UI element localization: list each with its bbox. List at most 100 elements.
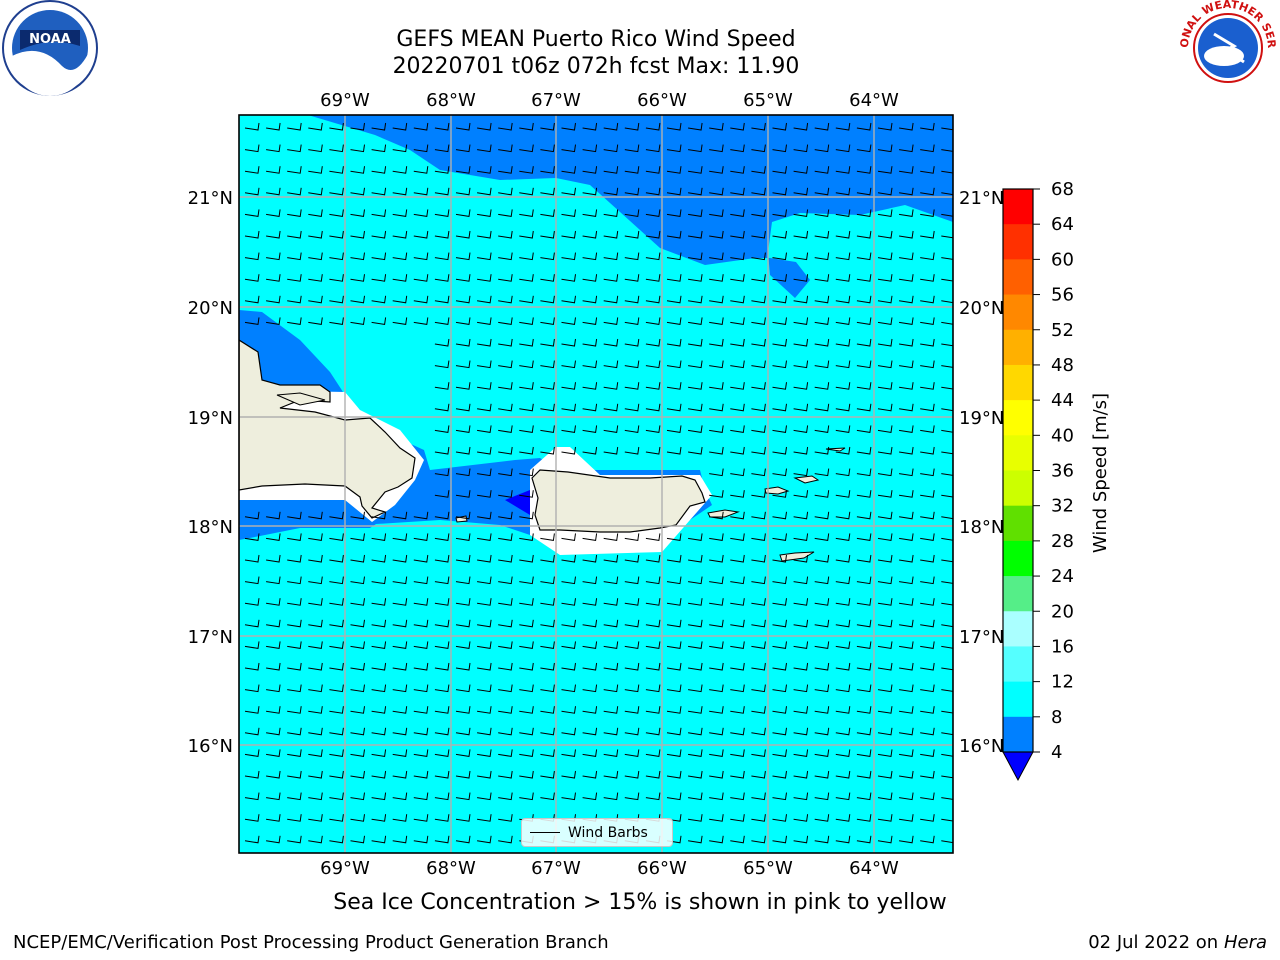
wind-barb (941, 127, 953, 131)
wind-barb (793, 468, 809, 477)
wind-barb (941, 667, 953, 671)
wind-barb (666, 641, 682, 649)
wind-barb (877, 425, 893, 433)
wind-barb (877, 554, 893, 563)
wind-barb (941, 429, 953, 433)
lon-label-65w-bottom: 65°W (743, 858, 793, 879)
wind-barb (666, 338, 682, 347)
wind-barb (244, 770, 260, 779)
wind-barb (498, 144, 513, 153)
wind-barb (561, 144, 576, 153)
wind-barb (751, 490, 766, 498)
wind-barb (751, 576, 766, 585)
wind-barb (751, 619, 766, 628)
wind-barb (603, 252, 619, 261)
wind-barb (392, 576, 408, 585)
wind-barb (371, 252, 387, 261)
wind-barb (751, 338, 766, 347)
wind-barb (877, 576, 893, 585)
wind-barb (772, 468, 787, 477)
lat-label-21n: 21°N (188, 188, 233, 209)
wind-barb (751, 360, 766, 369)
wind-barb (793, 338, 809, 347)
wind-barb (561, 382, 576, 390)
wind-barb (413, 770, 429, 779)
wind-barb (329, 749, 344, 757)
wind-barb (856, 662, 872, 671)
wind-barb (835, 619, 851, 628)
wind-barb (498, 727, 513, 736)
wind-barb (835, 533, 851, 541)
wind-barb (561, 576, 576, 585)
wind-barb (477, 360, 492, 369)
wind-barb (624, 122, 640, 131)
wind-barb (329, 814, 344, 822)
wind-barb (856, 770, 872, 779)
wind-barb (835, 511, 851, 520)
wind-barb (730, 554, 745, 563)
wind-barb (751, 446, 766, 455)
wind-barb (814, 533, 830, 541)
wind-barb (899, 360, 914, 369)
wind-barb (603, 684, 619, 693)
wind-barb (413, 749, 429, 757)
wind-barbs-legend: Wind Barbs (521, 818, 673, 847)
wind-barb (561, 295, 576, 304)
wind-barb (835, 684, 851, 693)
wind-barb (434, 295, 450, 304)
wind-barb (371, 576, 387, 585)
wind-barb (434, 576, 450, 585)
wind-barb (899, 814, 914, 822)
wind-barb (899, 274, 914, 282)
wind-barb (856, 338, 872, 347)
wind-barb (814, 252, 830, 261)
wind-barb (856, 468, 872, 477)
host-name: Hera (1223, 932, 1267, 953)
wind-barb (624, 144, 640, 153)
wind-barb (624, 770, 640, 779)
wind-barb (730, 598, 745, 606)
wind-barb (244, 641, 260, 649)
colorbar-tick-label: 52 (1051, 320, 1074, 341)
wind-barb (455, 598, 471, 606)
wind-barb (477, 209, 492, 217)
wind-barb (666, 706, 682, 714)
wind-barb (287, 317, 302, 325)
map-frame (238, 114, 954, 854)
wind-barb (793, 144, 809, 153)
wind-barb (941, 343, 953, 347)
wind-barb (477, 598, 492, 606)
wind-barb (477, 338, 492, 347)
wind-barb (413, 835, 429, 844)
wind-barb (751, 122, 766, 131)
wind-barb (835, 490, 851, 498)
wind-barb (751, 662, 766, 671)
wind-barb (603, 619, 619, 628)
wind-barb (624, 598, 640, 606)
wind-barb (413, 295, 429, 304)
wind-barb (498, 446, 513, 455)
wind-barb (287, 749, 302, 757)
wind-barb (455, 706, 471, 714)
wind-barb (455, 144, 471, 153)
wind-barb (266, 576, 281, 585)
wind-barb (772, 425, 787, 433)
wind-barb (793, 706, 809, 714)
wind-barb (287, 533, 302, 541)
wind-barb (709, 727, 724, 736)
wind-barb (941, 408, 953, 412)
wind-barb (392, 662, 408, 671)
wind-barb (540, 144, 555, 153)
wind-barb (793, 360, 809, 369)
wind-barb (287, 122, 302, 131)
wind-barb (941, 451, 953, 455)
wind-barb (308, 814, 323, 822)
wind-barb (582, 295, 598, 304)
wind-barb (413, 166, 429, 174)
wind-barb (434, 209, 450, 217)
wind-barb (561, 598, 576, 606)
wind-barb (350, 252, 365, 261)
wind-barb (266, 187, 281, 196)
lat-label-21n-right: 21°N (959, 188, 1004, 209)
wind-barb (413, 230, 429, 239)
